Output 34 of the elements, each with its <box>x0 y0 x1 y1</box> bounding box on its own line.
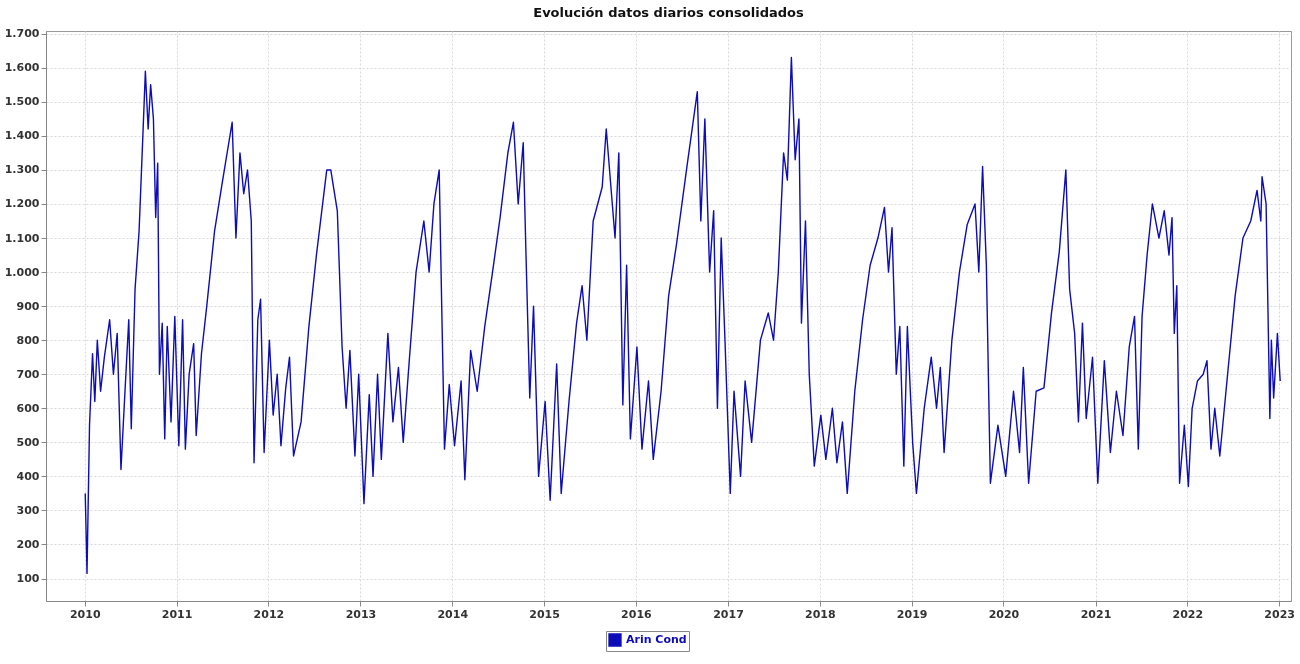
x-tick-label: 2015 <box>529 607 560 621</box>
x-tick-label: 2011 <box>161 607 193 621</box>
x-tick-label: 2022 <box>1172 607 1204 621</box>
legend-label: Arin Cond <box>626 633 687 646</box>
y-tick-label: 1.300 <box>4 163 40 177</box>
y-tick-label: 100 <box>16 572 40 586</box>
y-tick-label: 1.500 <box>4 95 40 109</box>
y-tick-label: 1.200 <box>4 197 40 211</box>
y-tick-label: 200 <box>16 537 40 551</box>
x-tick-label: 2019 <box>896 607 928 621</box>
y-tick-label: 1.600 <box>4 61 40 75</box>
y-tick-label: 700 <box>16 367 40 381</box>
x-tick-label: 2023 <box>1264 607 1295 621</box>
y-tick-label: 1.700 <box>4 27 40 41</box>
x-tick-label: 2016 <box>621 607 653 621</box>
line-series <box>84 56 1281 575</box>
y-tick-label: 1.400 <box>4 129 40 143</box>
chart-title: Evolución datos diarios consolidados <box>533 4 804 20</box>
x-tick-label: 2018 <box>805 607 836 621</box>
y-tick-label: 600 <box>16 401 40 415</box>
x-tick-label: 2012 <box>253 607 285 621</box>
y-tick-label: 1.100 <box>4 231 40 245</box>
y-tick-label: 1.000 <box>4 265 40 279</box>
y-tick-label: 400 <box>16 469 40 483</box>
x-tick-label: 2021 <box>1080 607 1112 621</box>
y-tick-label: 500 <box>16 435 40 449</box>
x-tick-label: 2010 <box>69 607 101 621</box>
x-tick-label: 2017 <box>713 607 744 621</box>
x-tick-label: 2013 <box>345 607 377 621</box>
x-tick-label: 2020 <box>988 607 1020 621</box>
y-tick-label: 800 <box>16 333 40 347</box>
y-tick-label: 900 <box>16 299 40 313</box>
x-tick-label: 2014 <box>437 607 469 621</box>
y-tick-label: 300 <box>16 503 40 517</box>
